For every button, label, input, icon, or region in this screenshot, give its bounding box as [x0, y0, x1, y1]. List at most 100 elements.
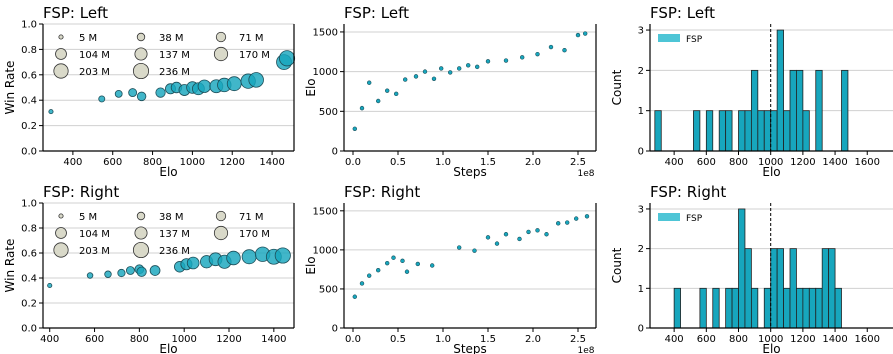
x-tick-label: 800 [729, 157, 748, 168]
legend-label: 170 M [239, 229, 270, 240]
y-tick-label: 0 [332, 147, 338, 158]
x-tick-label: 600 [103, 157, 122, 168]
legend-swatch [658, 213, 680, 221]
histogram-bar [750, 69, 759, 152]
chart-panel-5: FSP: Right 0 500 1000 1500 0.0 0.5 1.0 1.5 2.0 2.5… [304, 183, 597, 354]
y-axis-label: Elo [304, 78, 318, 96]
data-point [584, 214, 590, 219]
legend-marker [213, 225, 229, 241]
histogram-bar [654, 110, 662, 152]
legend-marker [55, 48, 67, 60]
data-point [385, 88, 390, 93]
histogram-bar [776, 248, 784, 329]
histogram-bar [699, 287, 707, 329]
histogram-bar [705, 110, 714, 152]
legend-label: 38 M [159, 212, 184, 223]
histogram-bar [776, 29, 784, 152]
chart-panel-1: FSP: Left 0.0 0.2 0.4 0.6 0.8 1.0 400 600 800 1000… [3, 4, 296, 179]
legend-label: 71 M [239, 33, 264, 44]
legend-marker [58, 34, 64, 40]
x-tick-label: 2.0 [525, 157, 541, 168]
chart-panel-4: FSP: Right 0.0 0.2 0.4 0.6 0.8 1.0 400 600 800 100… [3, 183, 295, 354]
x-axis-label: Steps [453, 165, 487, 179]
legend-label: 71 M [239, 212, 264, 223]
histogram-bar [802, 287, 810, 329]
histogram-bar [693, 110, 701, 152]
x-tick-label: 800 [143, 157, 162, 168]
x-tick-label: 2.5 [570, 157, 586, 168]
data-point [385, 260, 390, 266]
y-tick-label: 0.2 [21, 299, 37, 310]
histogram-bar [744, 248, 752, 329]
y-tick-label: 1500 [313, 206, 338, 217]
data-point [548, 44, 554, 50]
data-point [562, 47, 567, 53]
legend-label: 236 M [159, 67, 190, 78]
data-point [582, 31, 588, 36]
data-point [391, 255, 396, 260]
legend-marker [132, 241, 150, 259]
y-tick-label: 0.2 [21, 121, 37, 132]
x-tick-label: 0.0 [345, 334, 361, 345]
x-tick-label: 1600 [855, 334, 880, 345]
y-tick-label: 0 [638, 147, 644, 158]
data-point [573, 216, 579, 221]
histogram-bar [815, 287, 823, 329]
data-point [457, 66, 462, 71]
data-point [535, 51, 540, 57]
data-point [114, 89, 123, 98]
data-point [494, 241, 500, 246]
legend-marker [136, 211, 146, 221]
x-tick-label: 1000 [758, 157, 783, 168]
legend-label: FSP [686, 214, 703, 224]
x-tick-label: 1200 [220, 157, 245, 168]
y-axis-label: Elo [304, 256, 318, 274]
y-tick-label: 0 [638, 324, 644, 335]
histogram-bar [783, 287, 791, 329]
y-tick-label: 1.0 [21, 199, 37, 210]
data-point [48, 109, 54, 115]
data-point [47, 282, 53, 289]
chart-panel-3: FSP: Left 0 1 2 3 400 600 800 1000 1200 1400 1600 El… [610, 4, 893, 179]
y-tick-label: 0 [332, 324, 338, 335]
legend-marker [215, 210, 227, 222]
legend-marker [134, 47, 148, 61]
y-tick-label: 1000 [313, 245, 338, 256]
x-tick-label: 600 [85, 334, 104, 345]
data-point [359, 105, 365, 111]
x-axis-label: Steps [453, 342, 487, 354]
y-axis-label: Win Rate [3, 61, 17, 115]
y-tick-label: 0.4 [21, 96, 37, 107]
x-tick-label: 400 [63, 157, 82, 168]
histogram-bar [750, 287, 759, 329]
x-tick-label: 0.0 [345, 157, 361, 168]
histogram-bar [802, 110, 810, 152]
legend-label: 203 M [79, 246, 110, 257]
y-tick-label: 1.0 [21, 20, 37, 31]
data-point [274, 247, 291, 264]
histogram-bar [808, 287, 817, 329]
data-point [186, 256, 200, 270]
histogram-bar [738, 208, 746, 329]
data-point [104, 270, 112, 278]
y-tick-label: 0.0 [21, 324, 37, 335]
x-scale-label: 1e8 [578, 346, 595, 354]
y-tick-label: 3 [638, 204, 644, 215]
x-tick-label: 1000 [758, 334, 783, 345]
y-tick-label: 1 [638, 106, 644, 117]
y-tick-label: 2 [638, 66, 644, 77]
y-tick-label: 500 [319, 107, 338, 118]
histogram-bar [821, 248, 830, 329]
data-point [475, 64, 480, 70]
data-point [526, 229, 531, 235]
data-point [400, 258, 405, 264]
x-tick-label: 2.0 [525, 334, 541, 345]
chart-panel-6: FSP: Right 0 1 2 3 400 600 800 1000 1200 1400 1600 E… [610, 183, 893, 354]
legend-label: 170 M [239, 50, 270, 61]
data-point [359, 281, 365, 286]
chart-panel-2: FSP: Left 0 500 1000 1500 0.0 0.5 1.0 1.5 2.0 2.5 S… [304, 4, 597, 179]
data-point [439, 66, 444, 71]
x-tick-label: 1.0 [435, 334, 451, 345]
legend-marker [134, 226, 148, 240]
y-axis-label: Win Rate [3, 239, 17, 293]
